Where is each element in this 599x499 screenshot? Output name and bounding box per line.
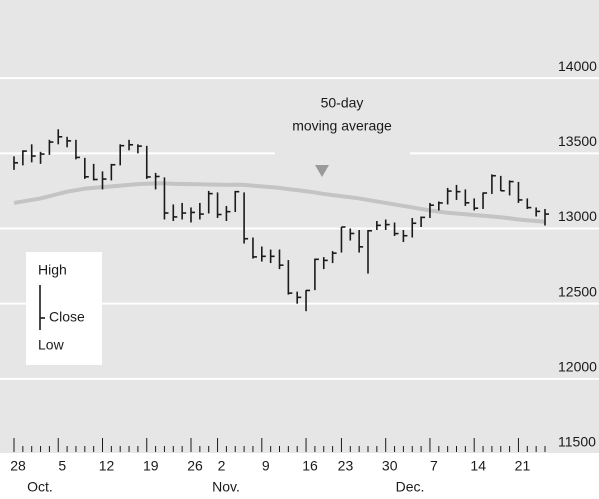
month-label: Dec. [396, 479, 425, 495]
x-tick-label: 19 [143, 458, 159, 474]
y-tick-label: 12000 [558, 359, 597, 375]
x-tick-label: 21 [515, 458, 531, 474]
annotation-arrow [315, 165, 329, 177]
plot-background [0, 0, 599, 454]
legend-low: Low [38, 337, 65, 353]
y-tick-label: 13500 [558, 133, 597, 149]
y-tick-label: 14000 [558, 58, 597, 74]
x-tick-label: 7 [430, 458, 438, 474]
x-tick-label: 26 [187, 458, 203, 474]
y-tick-label: 12500 [558, 283, 597, 299]
legend-close: Close [49, 309, 85, 325]
annotation-text: moving average [292, 118, 392, 134]
month-label: Nov. [212, 479, 240, 495]
annotation-text: 50-day [321, 95, 364, 111]
y-tick-label: 13000 [558, 208, 597, 224]
y-tick-label: 11500 [558, 434, 596, 450]
x-tick-label: 30 [382, 458, 398, 474]
x-tick-label: 9 [262, 458, 270, 474]
legend-box [26, 252, 102, 365]
x-tick-label: 5 [58, 458, 66, 474]
x-tick-label: 12 [99, 458, 115, 474]
x-tick-label: 2 [218, 458, 226, 474]
x-tick-label: 14 [470, 458, 486, 474]
x-tick-label: 28 [10, 458, 26, 474]
x-tick-label: 16 [302, 458, 318, 474]
annotation-box [275, 86, 410, 156]
x-tick-label: 23 [338, 458, 354, 474]
month-label: Oct. [27, 479, 53, 495]
legend-high: High [38, 262, 67, 278]
